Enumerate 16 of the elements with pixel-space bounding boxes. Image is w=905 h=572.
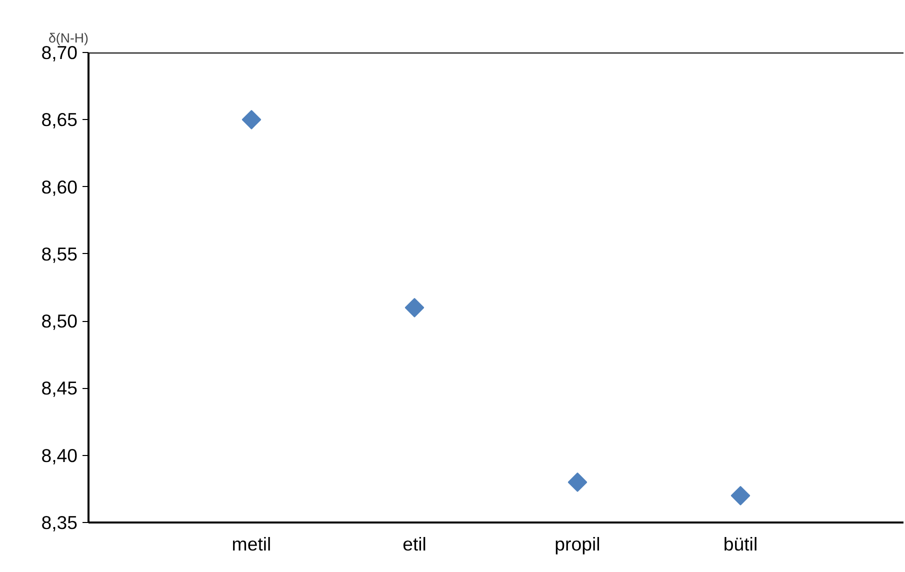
y-tick-label: 8,35 — [41, 512, 78, 533]
x-tick-label: etil — [402, 534, 426, 554]
y-tick-label: 8,50 — [41, 310, 78, 332]
x-tick-label: metil — [232, 534, 272, 554]
point — [730, 486, 750, 506]
y-tick-label: 8,40 — [41, 444, 78, 466]
x-tick-label: bütil — [723, 534, 758, 554]
y-tick-label: 8,65 — [41, 109, 78, 130]
y-tick-label: 8,45 — [41, 378, 78, 399]
y-tick-label: 8,55 — [41, 243, 78, 264]
point — [404, 298, 424, 318]
y-axis-title: δ(N-H) — [48, 30, 88, 46]
point — [568, 472, 588, 492]
y-tick-label: 8,60 — [41, 176, 78, 198]
point — [242, 110, 262, 130]
x-tick-label: propil — [554, 534, 600, 554]
